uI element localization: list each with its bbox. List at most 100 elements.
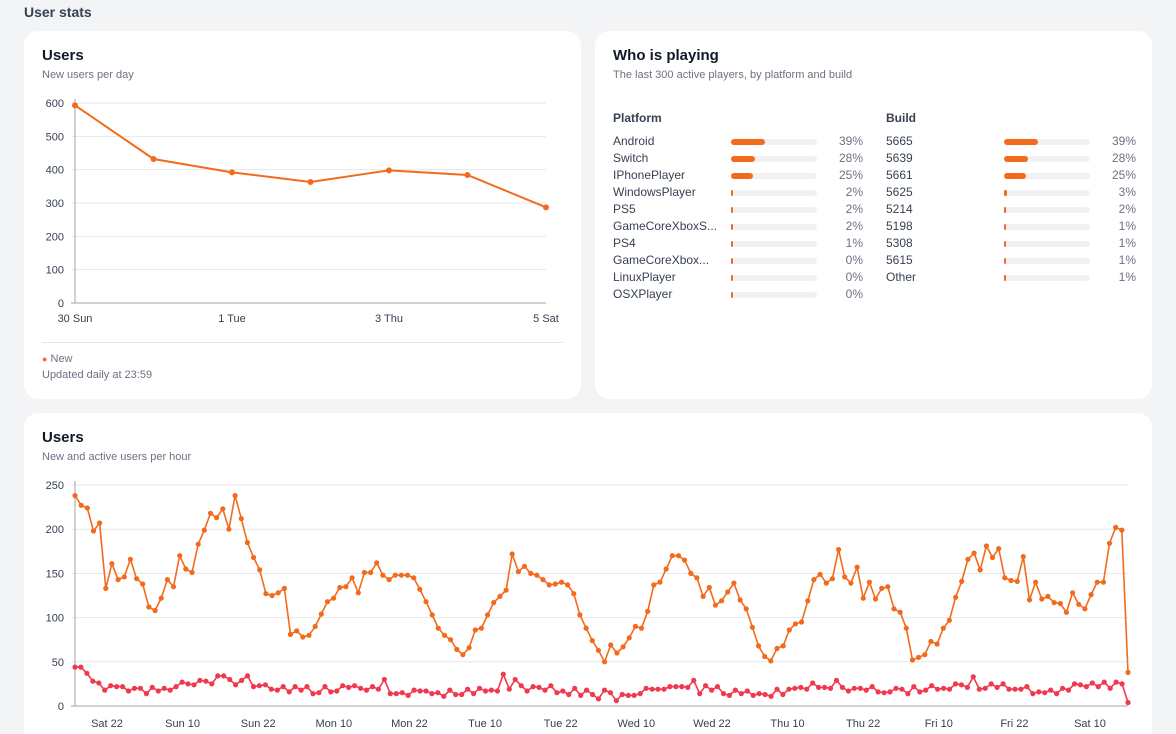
data-point[interactable] — [275, 590, 281, 596]
data-point[interactable] — [530, 684, 536, 690]
data-point[interactable] — [173, 684, 179, 690]
data-point[interactable] — [263, 591, 269, 597]
data-point[interactable] — [909, 657, 916, 663]
data-point[interactable] — [546, 582, 552, 588]
data-point[interactable] — [494, 688, 500, 694]
data-point[interactable] — [851, 685, 857, 691]
data-point[interactable] — [152, 607, 158, 614]
data-point[interactable] — [220, 506, 226, 512]
data-point[interactable] — [548, 683, 554, 689]
data-point[interactable] — [543, 204, 549, 211]
data-point[interactable] — [816, 684, 822, 690]
data-point[interactable] — [149, 684, 155, 690]
data-point[interactable] — [281, 585, 287, 591]
data-point[interactable] — [1039, 596, 1045, 602]
data-point[interactable] — [300, 634, 306, 640]
data-point[interactable] — [250, 684, 257, 690]
data-point[interactable] — [1030, 691, 1036, 697]
data-point[interactable] — [423, 688, 429, 694]
data-point[interactable] — [965, 556, 971, 562]
data-point[interactable] — [673, 684, 679, 690]
data-point[interactable] — [1088, 592, 1094, 598]
data-point[interactable] — [685, 684, 691, 690]
data-point[interactable] — [946, 686, 953, 692]
data-point[interactable] — [958, 682, 965, 688]
data-point[interactable] — [512, 676, 518, 683]
data-point[interactable] — [929, 683, 935, 689]
data-point[interactable] — [229, 169, 235, 176]
data-point[interactable] — [97, 520, 103, 526]
data-point[interactable] — [848, 580, 854, 586]
data-point[interactable] — [485, 612, 491, 618]
data-point[interactable] — [613, 698, 620, 704]
data-point[interactable] — [928, 638, 934, 645]
data-point[interactable] — [786, 627, 792, 633]
data-point[interactable] — [632, 623, 639, 629]
data-point[interactable] — [749, 624, 756, 630]
data-point[interactable] — [1036, 689, 1042, 695]
data-point[interactable] — [917, 689, 923, 695]
data-point[interactable] — [191, 682, 197, 688]
data-point[interactable] — [453, 691, 459, 698]
data-point[interactable] — [572, 685, 578, 691]
data-point[interactable] — [121, 574, 127, 580]
data-point[interactable] — [115, 577, 121, 583]
data-point[interactable] — [1033, 579, 1039, 585]
data-point[interactable] — [534, 572, 540, 578]
data-point[interactable] — [1070, 590, 1076, 596]
data-point[interactable] — [524, 688, 530, 694]
data-point[interactable] — [571, 591, 577, 597]
data-point[interactable] — [714, 684, 721, 690]
data-point[interactable] — [1048, 687, 1054, 693]
data-point[interactable] — [1020, 554, 1026, 560]
data-point[interactable] — [872, 596, 879, 602]
data-point[interactable] — [78, 664, 84, 670]
data-point[interactable] — [719, 598, 725, 604]
data-point[interactable] — [155, 688, 161, 694]
data-point[interactable] — [140, 581, 146, 587]
data-point[interactable] — [185, 681, 191, 687]
data-point[interactable] — [755, 643, 762, 649]
data-point[interactable] — [845, 688, 852, 694]
data-point[interactable] — [405, 692, 411, 698]
data-point[interactable] — [827, 685, 834, 691]
data-point[interactable] — [578, 692, 584, 698]
data-point[interactable] — [829, 576, 836, 582]
data-point[interactable] — [274, 687, 280, 693]
data-point[interactable] — [726, 692, 733, 698]
data-point[interactable] — [774, 686, 780, 692]
data-point[interactable] — [887, 689, 893, 695]
data-point[interactable] — [655, 686, 661, 692]
data-point[interactable] — [1006, 686, 1012, 692]
data-point[interactable] — [324, 599, 331, 605]
data-point[interactable] — [488, 687, 494, 693]
data-point[interactable] — [1051, 600, 1057, 606]
data-point[interactable] — [679, 684, 685, 690]
data-point[interactable] — [1125, 699, 1131, 706]
data-point[interactable] — [472, 627, 478, 633]
data-point[interactable] — [667, 684, 673, 690]
data-point[interactable] — [103, 585, 109, 591]
data-point[interactable] — [1042, 690, 1048, 696]
data-point[interactable] — [429, 691, 435, 697]
data-point[interactable] — [688, 570, 694, 576]
data-point[interactable] — [78, 502, 84, 508]
data-point[interactable] — [706, 584, 712, 591]
data-point[interactable] — [879, 585, 885, 591]
data-point[interactable] — [280, 684, 286, 690]
data-point[interactable] — [1106, 540, 1113, 546]
data-point[interactable] — [337, 584, 343, 591]
data-point[interactable] — [404, 572, 411, 578]
data-point[interactable] — [976, 686, 982, 692]
data-point[interactable] — [244, 673, 251, 679]
data-point[interactable] — [221, 673, 227, 679]
data-point[interactable] — [560, 688, 566, 694]
data-point[interactable] — [625, 692, 631, 698]
data-point[interactable] — [268, 686, 274, 692]
data-point[interactable] — [619, 691, 625, 698]
data-point[interactable] — [447, 687, 453, 693]
data-point[interactable] — [108, 683, 114, 689]
data-point[interactable] — [515, 569, 521, 575]
data-point[interactable] — [102, 687, 108, 693]
data-point[interactable] — [232, 493, 238, 499]
